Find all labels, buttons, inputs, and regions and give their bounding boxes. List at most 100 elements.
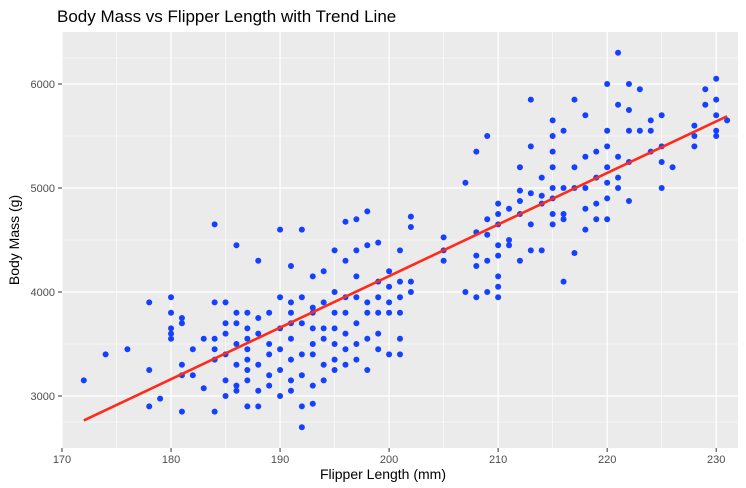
data-point <box>211 408 218 415</box>
data-point <box>309 341 316 347</box>
y-axis-title: Body Mass (g) <box>6 195 22 285</box>
data-point <box>287 387 294 394</box>
data-point <box>157 395 164 402</box>
data-point <box>691 133 698 139</box>
data-point <box>244 309 251 316</box>
data-point <box>473 148 480 155</box>
data-point <box>277 294 284 301</box>
data-point <box>615 153 622 160</box>
y-axis-ticks: 3000 4000 5000 6000 <box>31 79 62 403</box>
data-point <box>702 101 709 108</box>
trend-line <box>83 115 728 422</box>
data-point <box>713 75 720 82</box>
data-point <box>516 164 523 171</box>
data-point <box>713 127 720 134</box>
data-point <box>331 309 338 316</box>
data-point <box>320 335 327 342</box>
data-point <box>527 96 534 103</box>
data-point <box>189 372 196 379</box>
data-point <box>178 408 185 415</box>
data-point <box>593 148 600 155</box>
data-point <box>233 361 240 368</box>
data-point <box>309 351 316 358</box>
data-point <box>407 289 414 295</box>
data-point <box>713 96 720 103</box>
data-point <box>495 294 502 301</box>
data-point <box>549 221 556 228</box>
data-point <box>495 242 502 249</box>
data-point <box>364 299 371 306</box>
data-point <box>168 330 175 337</box>
data-point <box>233 382 240 389</box>
data-point <box>397 335 403 342</box>
data-point <box>582 112 589 119</box>
data-point <box>168 325 175 332</box>
data-point <box>571 164 578 171</box>
data-point <box>658 185 665 191</box>
data-point <box>527 143 534 150</box>
data-point <box>549 133 556 139</box>
data-point <box>560 216 567 223</box>
data-point <box>386 299 393 306</box>
data-point <box>604 216 611 223</box>
data-point <box>233 341 240 347</box>
data-point <box>298 294 305 301</box>
data-point <box>255 315 262 321</box>
data-point <box>407 213 414 220</box>
data-point <box>549 211 556 217</box>
data-point <box>604 195 611 202</box>
data-point <box>506 205 513 212</box>
data-point <box>255 403 262 410</box>
data-point <box>604 127 611 134</box>
data-point <box>211 335 218 342</box>
data-point <box>440 257 447 264</box>
data-points <box>80 49 731 431</box>
data-point <box>309 304 316 311</box>
data-point <box>287 377 294 384</box>
data-point <box>473 263 480 269</box>
y-tick-label: 3000 <box>31 391 55 403</box>
data-point <box>244 346 251 353</box>
x-tick-label: 190 <box>271 454 289 466</box>
data-point <box>538 247 545 254</box>
y-tick-label: 5000 <box>31 183 55 195</box>
data-point <box>647 127 654 134</box>
data-point <box>331 341 338 347</box>
data-point <box>462 289 469 295</box>
data-point <box>593 216 600 223</box>
data-point <box>549 164 556 171</box>
data-point <box>364 367 371 373</box>
data-point <box>397 278 403 285</box>
data-point <box>211 346 218 353</box>
data-point <box>625 198 632 204</box>
data-point <box>615 49 622 56</box>
data-point <box>222 393 229 399</box>
data-point <box>146 367 153 373</box>
data-point <box>713 112 720 119</box>
data-point <box>386 268 393 275</box>
data-point <box>571 250 578 256</box>
chart-title: Body Mass vs Flipper Length with Trend L… <box>57 7 396 26</box>
data-point <box>353 294 360 301</box>
data-point <box>495 273 502 280</box>
data-point <box>266 382 273 389</box>
data-point <box>277 346 284 353</box>
data-point <box>287 299 294 306</box>
data-point <box>495 283 502 290</box>
data-point <box>266 351 273 358</box>
data-point <box>495 200 502 207</box>
data-point <box>255 257 262 264</box>
data-point <box>298 372 305 379</box>
data-point <box>233 387 240 394</box>
data-point <box>222 299 229 306</box>
data-point <box>440 234 447 241</box>
data-point <box>462 179 469 186</box>
data-point <box>309 382 316 389</box>
data-point <box>353 247 360 254</box>
data-point <box>375 330 382 337</box>
data-point <box>320 325 327 332</box>
data-point <box>484 257 491 264</box>
data-point <box>516 257 523 264</box>
data-point <box>397 247 403 254</box>
